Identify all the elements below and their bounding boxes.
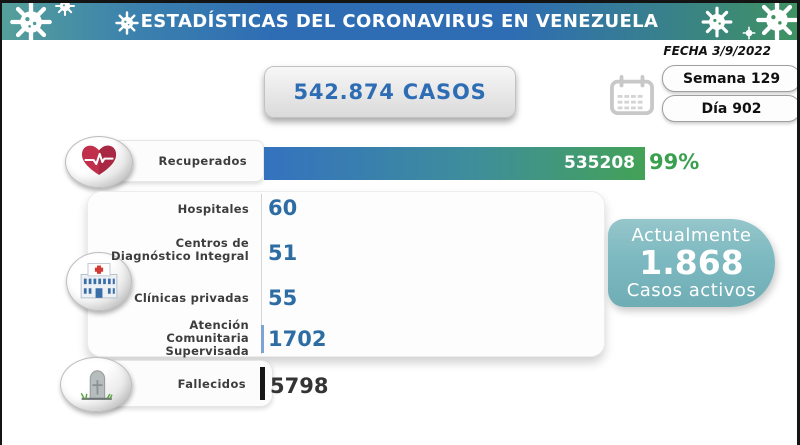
total-cases-box: 542.874 CASOS bbox=[264, 66, 516, 118]
facility-row-value: 60 bbox=[268, 196, 298, 220]
virus-icon bbox=[114, 10, 140, 40]
total-cases-value: 542.874 CASOS bbox=[293, 80, 487, 104]
deceased-icon-badge bbox=[60, 357, 132, 412]
active-cases-box: Actualmente 1.868 Casos activos bbox=[608, 219, 775, 307]
recovered-label: Recuperados bbox=[158, 154, 247, 168]
active-cases-subcaption: Casos activos bbox=[626, 280, 757, 301]
bar-axis-line bbox=[261, 194, 262, 354]
heart-ecg-icon bbox=[77, 141, 121, 183]
recovered-bar: 535208 bbox=[264, 147, 645, 180]
day-label: Día 902 bbox=[701, 100, 762, 117]
virus-icon bbox=[700, 5, 734, 43]
facility-row-label: Clínicas privadas bbox=[134, 291, 249, 305]
facility-row-label: Centros de Diagnóstico Integral bbox=[111, 236, 249, 263]
week-label: Semana 129 bbox=[682, 70, 781, 87]
recovered-value: 535208 bbox=[564, 153, 635, 173]
active-cases-caption: Actualmente bbox=[631, 225, 752, 246]
virus-icon bbox=[8, 3, 54, 49]
day-badge: Día 902 bbox=[662, 95, 797, 122]
week-badge: Semana 129 bbox=[662, 65, 797, 92]
deceased-label: Fallecidos bbox=[177, 376, 246, 391]
calendar-icon bbox=[609, 74, 655, 120]
facility-row-label: Atención Comunitaria Supervisada bbox=[165, 318, 249, 358]
virus-icon bbox=[742, 25, 756, 44]
page-title: ESTADÍSTICAS DEL CORONAVIRUS EN VENEZUEL… bbox=[140, 11, 659, 32]
facilities-panel bbox=[87, 191, 605, 357]
facility-row-value: 1702 bbox=[268, 327, 327, 351]
hospital-icon bbox=[77, 260, 121, 304]
recovered-icon-badge bbox=[65, 136, 133, 188]
facility-row-bar bbox=[261, 325, 264, 353]
active-cases-value: 1.868 bbox=[639, 243, 744, 282]
recovered-percent: 99% bbox=[649, 150, 700, 174]
report-date: FECHA 3/9/2022 bbox=[663, 44, 771, 58]
virus-icon bbox=[54, 3, 76, 21]
deceased-value: 5798 bbox=[270, 374, 329, 398]
header-banner: ESTADÍSTICAS DEL CORONAVIRUS EN VENEZUEL… bbox=[2, 3, 797, 43]
deceased-bar bbox=[260, 367, 265, 400]
virus-icon bbox=[754, 3, 797, 47]
facility-row-label: Hospitales bbox=[177, 202, 249, 216]
tombstone-icon bbox=[73, 364, 119, 406]
facility-row-value: 51 bbox=[268, 241, 298, 265]
facilities-icon-badge bbox=[66, 252, 132, 311]
facility-row-value: 55 bbox=[268, 286, 298, 310]
